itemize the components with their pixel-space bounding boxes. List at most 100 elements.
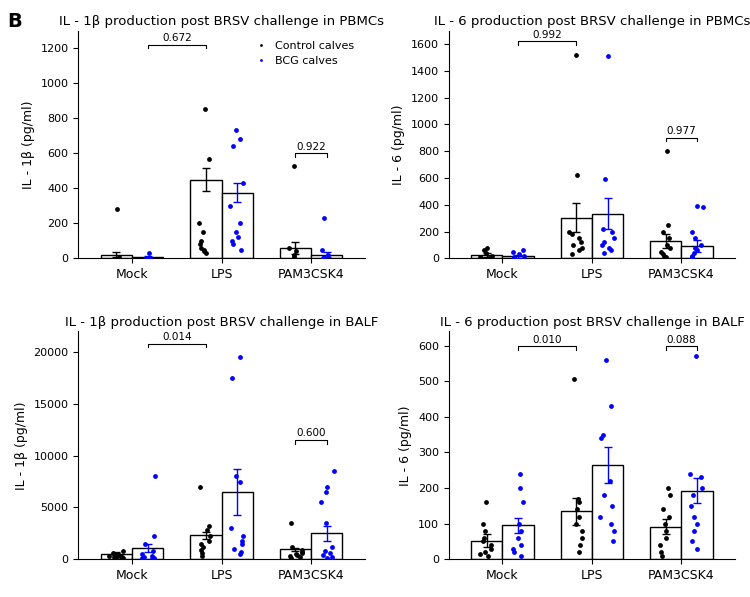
Point [289, 161, 301, 170]
Point [568, 240, 580, 250]
Point [196, 548, 208, 558]
Point [200, 248, 212, 258]
Point [664, 490, 676, 500]
Point [688, 526, 700, 536]
Point [574, 245, 586, 255]
Y-axis label: IL - 6 (pg/ml): IL - 6 (pg/ml) [400, 405, 412, 485]
Title: IL - 1β production post BRSV challenge in BALF: IL - 1β production post BRSV challenge i… [64, 316, 378, 329]
Bar [280, 248, 311, 259]
Point [290, 549, 302, 559]
Point [139, 539, 151, 549]
Point [508, 547, 520, 557]
Point [285, 518, 297, 528]
Text: 0.672: 0.672 [162, 33, 192, 43]
Point [686, 253, 698, 262]
Bar [311, 254, 342, 259]
Point [598, 248, 610, 258]
Point [234, 549, 246, 559]
Text: 0.088: 0.088 [667, 335, 696, 344]
Point [324, 548, 336, 558]
Y-axis label: IL - 1β (pg/ml): IL - 1β (pg/ml) [22, 100, 35, 189]
Point [479, 526, 491, 536]
Point [108, 552, 120, 561]
Point [602, 51, 614, 61]
Bar [100, 254, 132, 259]
Point [514, 484, 526, 493]
Point [110, 550, 122, 560]
Point [482, 551, 494, 561]
Point [136, 549, 148, 559]
Bar [560, 511, 592, 559]
Point [595, 433, 607, 443]
Bar [650, 241, 681, 259]
Bar [100, 553, 132, 559]
Point [518, 251, 530, 260]
Point [657, 227, 669, 236]
Text: 0.992: 0.992 [532, 30, 562, 39]
Point [116, 553, 128, 563]
Point [193, 219, 205, 228]
Point [199, 104, 211, 114]
Point [111, 205, 123, 214]
Point [478, 533, 490, 543]
Point [664, 243, 676, 253]
Point [148, 532, 160, 541]
Point [663, 233, 675, 243]
Point [112, 549, 124, 559]
Point [143, 248, 155, 258]
Point [598, 490, 610, 500]
Point [572, 494, 584, 503]
Bar [592, 465, 623, 559]
Point [657, 250, 669, 259]
Point [660, 526, 672, 536]
Point [484, 540, 496, 550]
Point [606, 227, 618, 236]
Point [656, 551, 668, 561]
Point [655, 247, 667, 257]
Point [234, 134, 246, 144]
Point [663, 512, 675, 521]
Point [517, 245, 529, 254]
Point [320, 487, 332, 497]
Text: 0.977: 0.977 [667, 126, 696, 136]
Point [568, 375, 580, 384]
Point [117, 546, 129, 556]
Point [576, 243, 588, 253]
Point [148, 472, 160, 481]
Point [598, 238, 610, 247]
Point [696, 484, 708, 493]
Point [291, 550, 303, 560]
Point [605, 519, 617, 528]
Bar [503, 525, 534, 559]
Point [655, 540, 667, 550]
Bar [280, 549, 311, 559]
Point [477, 519, 489, 528]
Point [688, 248, 700, 258]
Point [506, 544, 518, 553]
Point [661, 146, 673, 156]
Point [204, 532, 216, 541]
Point [513, 250, 525, 259]
Point [608, 233, 620, 243]
Point [202, 525, 214, 535]
Point [474, 549, 486, 559]
Point [577, 533, 589, 543]
Point [573, 497, 585, 507]
Bar [132, 257, 164, 259]
Point [146, 552, 158, 561]
Point [486, 251, 498, 260]
Bar [311, 533, 342, 559]
Point [569, 519, 581, 528]
Point [596, 240, 608, 250]
Bar [221, 193, 253, 259]
Point [194, 482, 206, 491]
Point [604, 476, 616, 486]
Bar [681, 491, 712, 559]
Point [113, 252, 125, 261]
Point [566, 229, 578, 239]
Point [199, 247, 211, 256]
Point [571, 50, 583, 60]
Title: IL - 1β production post BRSV challenge in PBMCs: IL - 1β production post BRSV challenge i… [59, 15, 384, 28]
Point [575, 238, 587, 247]
Point [316, 245, 328, 254]
